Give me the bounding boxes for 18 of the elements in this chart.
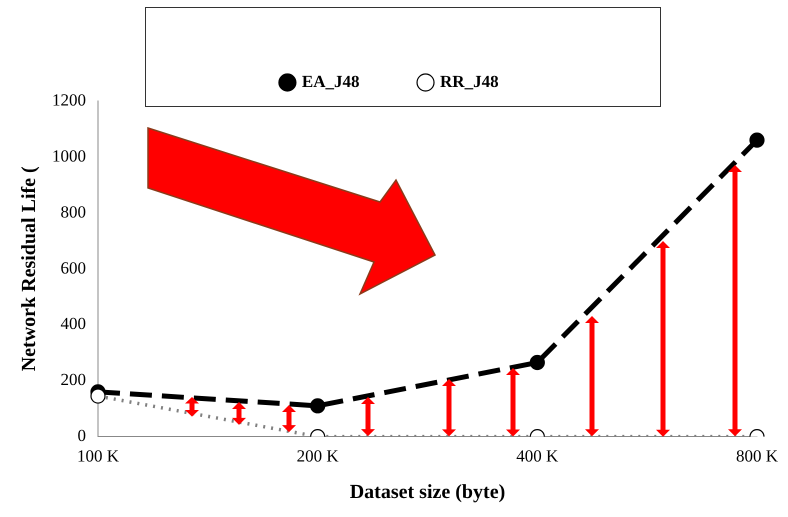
point	[310, 398, 326, 414]
y-tick-label: 1200	[52, 90, 86, 110]
x-tick-label: 200 K	[296, 446, 340, 466]
x-tick-label: 100 K	[76, 446, 120, 466]
point	[749, 132, 765, 148]
point	[530, 354, 545, 370]
legend-label: RR_J48	[440, 72, 499, 91]
legend-label: EA_J48	[302, 72, 360, 91]
x-tick-label: 400 K	[516, 446, 560, 466]
y-tick-label: 400	[60, 314, 86, 334]
y-axis-title: Network Residual Life (	[18, 166, 40, 372]
x-tick-label: 800 K	[736, 446, 779, 466]
y-tick-label: 1000	[52, 146, 86, 166]
y-tick-label: 0	[78, 426, 86, 446]
y-tick-label: 200	[60, 370, 86, 390]
y-tick-label: 800	[60, 202, 86, 222]
y-tick-label: 600	[60, 258, 86, 278]
x-axis-title: Dataset size (byte)	[350, 481, 506, 504]
